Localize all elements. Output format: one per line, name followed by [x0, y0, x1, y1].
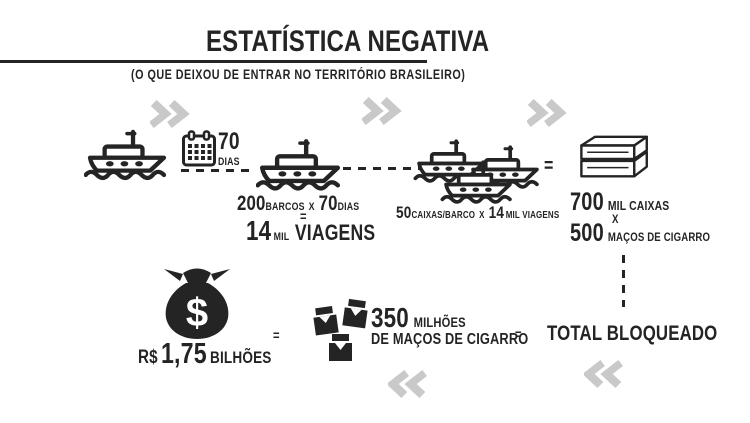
trips-scale: MIL	[273, 231, 290, 243]
trips-count: 14	[246, 215, 272, 246]
equals-sign: =	[273, 327, 280, 343]
viagens-count: 14	[488, 203, 505, 222]
dashed-connector	[181, 169, 253, 172]
viagens-unit: MIL VIAGENS	[505, 210, 560, 221]
caixas-unit: MIL CAIXAS	[607, 198, 670, 213]
caixas-barco-unit: CAIXAS/BARCO	[411, 210, 476, 221]
chevron-right-icon	[527, 99, 567, 127]
title-underline	[0, 60, 427, 63]
multiply-sign: X	[479, 210, 485, 221]
caixas-barco-count: 50	[396, 203, 412, 222]
days-count: 70	[318, 192, 338, 215]
calendar-days-value: 70	[218, 128, 240, 155]
caixas-count: 700	[570, 188, 604, 216]
chevron-left-icon	[388, 370, 427, 398]
chevron-right-icon	[150, 100, 190, 128]
equals-sign: =	[515, 326, 522, 342]
dashed-connector	[343, 167, 421, 170]
ships-group-icon	[413, 136, 545, 204]
packs-unit-2: DE MAÇOS DE CIGARRO	[371, 331, 529, 348]
equals-sign: =	[300, 208, 307, 224]
trips-unit: VIAGENS	[294, 220, 376, 245]
calendar-icon	[182, 130, 216, 167]
multiply-sign: X	[612, 212, 619, 226]
chevron-left-icon	[584, 360, 623, 388]
dashed-connector-vertical	[622, 255, 625, 307]
multiply-sign: X	[308, 201, 315, 213]
ship-icon	[256, 138, 344, 194]
total-label: TOTAL BLOQUEADO	[547, 322, 718, 345]
packs-unit-1: MILHÕES	[413, 314, 466, 330]
page-title: ESTATÍSTICA NEGATIVA	[206, 25, 490, 58]
money-bag-icon: $	[164, 268, 230, 339]
days-unit: DIAS	[337, 201, 360, 213]
calendar-days-unit: DIAS	[218, 156, 240, 168]
money-value: 1,75	[160, 338, 207, 370]
crates-icon	[580, 135, 648, 178]
money-prefix: R$	[138, 347, 158, 368]
dollar-sign: $	[186, 291, 208, 335]
boats-count: 200	[237, 192, 266, 215]
boats-unit: BARCOS	[265, 201, 305, 213]
cigarette-packs-icon	[313, 298, 368, 361]
money-unit: BILHÕES	[209, 348, 272, 367]
ship-icon	[84, 128, 170, 184]
equals-sign: =	[544, 155, 554, 177]
page-subtitle: (O QUE DEIXOU DE ENTRAR NO TERRITÓRIO BR…	[131, 67, 466, 82]
macos-unit: MAÇOS DE CIGARRO	[607, 230, 711, 244]
macos-count: 500	[570, 219, 604, 247]
packs-count: 350	[371, 302, 409, 333]
chevron-right-icon	[362, 97, 402, 125]
